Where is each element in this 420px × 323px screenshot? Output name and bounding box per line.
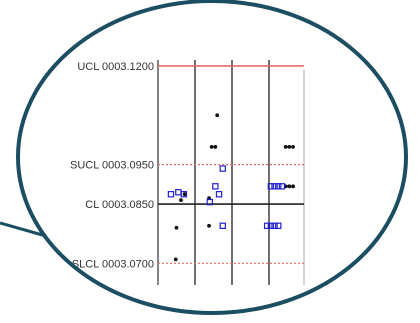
- data-point-square-7: [219, 222, 226, 229]
- data-point-dot-5: [174, 225, 179, 230]
- slcl-label: SLCL 0003.0700: [72, 258, 154, 270]
- data-point-dot-4: [179, 198, 183, 203]
- data-point-square-1: [175, 189, 182, 196]
- cl-label: CL 0003.0850: [85, 199, 154, 211]
- data-point-dot-10: [287, 144, 292, 149]
- data-point-dot-2: [213, 144, 218, 149]
- data-point-square-5: [215, 191, 223, 198]
- bubble-content: UCL 0003.1200 SUCL 0003.0950 CL 0003.0850 S…: [70, 60, 305, 285]
- sucl-label: SUCL 0003.0950: [70, 160, 154, 172]
- callout-bubble-outline: [16, 0, 408, 315]
- data-point-square-4: [212, 183, 219, 190]
- data-point-dot-11: [291, 144, 295, 149]
- callout-pointer: [0, 221, 47, 238]
- data-point-square-9: [271, 183, 278, 190]
- data-point-square-0: [167, 191, 175, 198]
- data-point-dot-13: [287, 184, 292, 189]
- data-point-square-15: [275, 222, 282, 229]
- chart-limit-labels: UCL 0003.1200 SUCL 0003.0950 CL 0003.0850 S…: [70, 61, 154, 270]
- data-point-square-13: [267, 222, 275, 229]
- data-point-dot-0: [215, 113, 220, 118]
- data-point-square-6: [206, 198, 213, 206]
- chart-points: [167, 113, 295, 262]
- data-point-square-8: [267, 183, 275, 190]
- data-point-dot-14: [291, 184, 295, 189]
- data-point-dot-6: [207, 223, 211, 228]
- data-point-dot-9: [283, 144, 288, 149]
- data-point-square-14: [271, 222, 278, 229]
- data-point-dot-7: [182, 192, 187, 197]
- data-point-square-12: [263, 222, 271, 229]
- data-point-square-10: [275, 183, 282, 190]
- data-point-square-3: [219, 165, 226, 172]
- chart-lines: [157, 60, 305, 285]
- data-point-dot-8: [173, 257, 178, 262]
- data-point-dot-1: [209, 144, 214, 149]
- data-point-square-11: [278, 183, 286, 190]
- ucl-label: UCL 0003.1200: [77, 61, 154, 73]
- data-point-square-2: [180, 191, 188, 198]
